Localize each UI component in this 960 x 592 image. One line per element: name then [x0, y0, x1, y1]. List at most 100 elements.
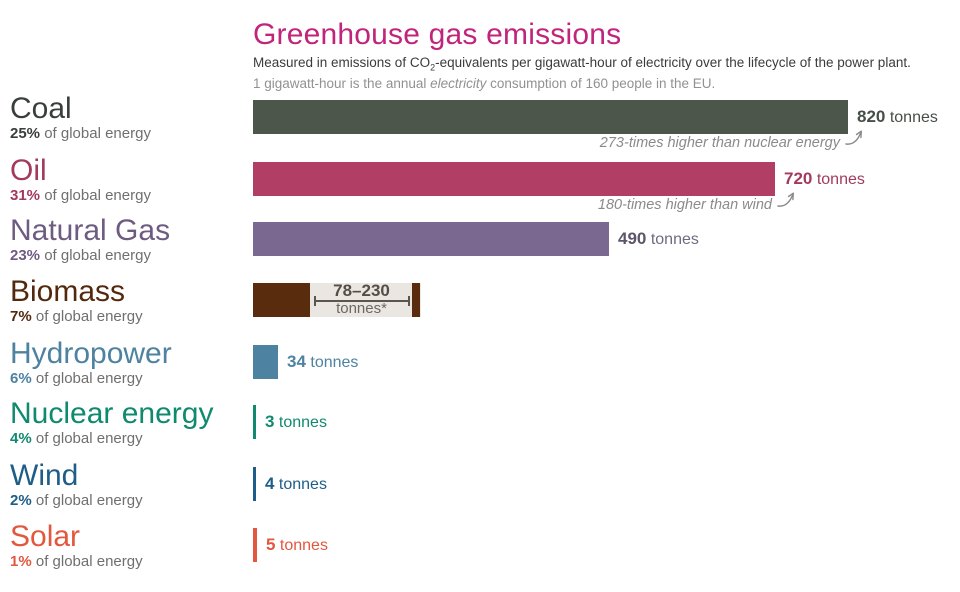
- range-line: [314, 300, 410, 302]
- energy-share: 23% of global energy: [10, 248, 250, 264]
- share-text: of global energy: [40, 187, 151, 204]
- note-italic-word: electricity: [430, 75, 487, 91]
- value-number: 490: [618, 229, 647, 248]
- bar-annotation-coal: 273-times higher than nuclear energy: [599, 130, 868, 152]
- energy-name: Biomass: [10, 275, 126, 308]
- chart-subtitle-note: 1 gigawatt-hour is the annual electricit…: [253, 76, 943, 92]
- page-title: Greenhouse gas emissions: [253, 18, 622, 51]
- energy-share: 25% of global energy: [10, 126, 250, 142]
- note-text-1: 1 gigawatt-hour is the annual: [253, 75, 431, 91]
- share-text: of global energy: [40, 247, 151, 264]
- bar-oil: [253, 162, 775, 196]
- energy-share: 4% of global energy: [10, 431, 250, 447]
- share-text: of global energy: [31, 308, 143, 325]
- value-label-oil: 720 tonnes: [784, 162, 865, 196]
- energy-name: Nuclear energy: [10, 397, 214, 430]
- bar-wind: [253, 467, 256, 501]
- bar-coal: [253, 100, 848, 134]
- annotation-arrow-icon: [777, 192, 794, 207]
- bar-row-nuclear-energy: 3 tonnes: [253, 405, 960, 467]
- bar-row-solar: 5 tonnes: [253, 528, 960, 590]
- bar-row-coal: 820 tonnes 273-times higher than nuclear …: [253, 100, 960, 162]
- bar-row-natural-gas: 490 tonnes: [253, 222, 960, 284]
- range-value-label: 78–230: [333, 281, 390, 300]
- energy-share: 1% of global energy: [10, 554, 250, 570]
- bar-annotation-oil: 180-times higher than wind: [598, 192, 800, 214]
- energy-share: 6% of global energy: [10, 371, 250, 387]
- row-label-solar: Solar 1% of global energy: [10, 521, 250, 570]
- value-number: 3: [265, 412, 275, 431]
- subtitle-text-2: -equivalents per gigawatt-hour of electr…: [435, 55, 911, 70]
- energy-name: Natural Gas: [10, 214, 171, 247]
- energy-share: 7% of global energy: [10, 309, 250, 325]
- share-text: of global energy: [40, 125, 151, 142]
- bar-row-wind: 4 tonnes: [253, 467, 960, 529]
- bar-nuclear-energy: [253, 405, 256, 439]
- value-unit: tonnes: [885, 109, 938, 126]
- share-percent: 4%: [10, 430, 32, 447]
- share-text: of global energy: [31, 492, 143, 509]
- bar-row-oil: 720 tonnes 180-times higher than wind: [253, 162, 960, 224]
- share-percent: 25%: [10, 125, 41, 142]
- value-label-hydropower: 34 tonnes: [287, 345, 358, 379]
- value-unit: tonnes: [646, 231, 699, 248]
- value-label-coal: 820 tonnes: [857, 100, 938, 134]
- energy-share: 2% of global energy: [10, 493, 250, 509]
- share-percent: 6%: [10, 370, 32, 387]
- value-unit: tonnes: [274, 414, 327, 431]
- energy-name: Hydropower: [10, 337, 172, 370]
- annotation-arrow-icon: [845, 130, 862, 145]
- row-label-wind: Wind 2% of global energy: [10, 460, 250, 509]
- bar-solar: [253, 528, 257, 562]
- value-label-natural-gas: 490 tonnes: [618, 222, 699, 256]
- row-label-biomass: Biomass 7% of global energy: [10, 276, 250, 325]
- subtitle-text-1: Measured in emissions of CO: [253, 55, 431, 70]
- share-percent: 1%: [10, 553, 32, 570]
- bar-row-biomass: 78–230 tonnes*: [253, 281, 960, 345]
- row-label-oil: Oil 31% of global energy: [10, 155, 250, 204]
- bar-natural-gas: [253, 222, 609, 256]
- chart-header: Greenhouse gas emissions Measured in emi…: [253, 18, 943, 92]
- energy-name: Wind: [10, 459, 79, 492]
- bar-biomass-max: [412, 283, 420, 317]
- share-text: of global energy: [31, 370, 143, 387]
- share-percent: 2%: [10, 492, 32, 509]
- value-number: 4: [265, 474, 275, 493]
- value-number: 34: [287, 352, 306, 371]
- note-text-2: consumption of 160 people in the EU.: [486, 75, 716, 91]
- energy-share: 31% of global energy: [10, 188, 250, 204]
- share-percent: 31%: [10, 187, 41, 204]
- share-percent: 23%: [10, 247, 41, 264]
- bar-biomass-min: [253, 283, 310, 317]
- value-label-nuclear-energy: 3 tonnes: [265, 405, 327, 439]
- value-unit: tonnes: [305, 354, 359, 371]
- row-label-nuclear-energy: Nuclear energy 4% of global energy: [10, 398, 250, 447]
- range-box-biomass: 78–230 tonnes*: [310, 281, 421, 317]
- value-number: 820: [857, 107, 886, 126]
- value-label-wind: 4 tonnes: [265, 467, 327, 501]
- value-unit: tonnes: [275, 537, 328, 554]
- annotation-text: 273-times higher than nuclear energy: [599, 135, 840, 151]
- bar-row-hydropower: 34 tonnes: [253, 345, 960, 407]
- share-text: of global energy: [31, 553, 143, 570]
- share-percent: 7%: [10, 308, 32, 325]
- range-cap-left: [314, 296, 316, 306]
- co2-subscript: 2: [430, 62, 436, 73]
- energy-name: Solar: [10, 520, 81, 553]
- value-label-solar: 5 tonnes: [266, 528, 328, 562]
- value-number: 5: [266, 535, 276, 554]
- row-label-natural-gas: Natural Gas 23% of global energy: [10, 215, 250, 264]
- value-number: 720: [784, 169, 813, 188]
- row-label-coal: Coal 25% of global energy: [10, 93, 250, 142]
- bar-hydropower: [253, 345, 278, 379]
- energy-name: Oil: [10, 154, 47, 187]
- row-label-hydropower: Hydropower 6% of global energy: [10, 338, 250, 387]
- share-text: of global energy: [31, 430, 143, 447]
- chart-subtitle: Measured in emissions of CO2-equivalents…: [253, 55, 943, 76]
- range-cap-right: [408, 296, 410, 306]
- value-unit: tonnes: [812, 171, 865, 188]
- range-unit-label: tonnes*: [336, 300, 387, 317]
- energy-name: Coal: [10, 92, 72, 125]
